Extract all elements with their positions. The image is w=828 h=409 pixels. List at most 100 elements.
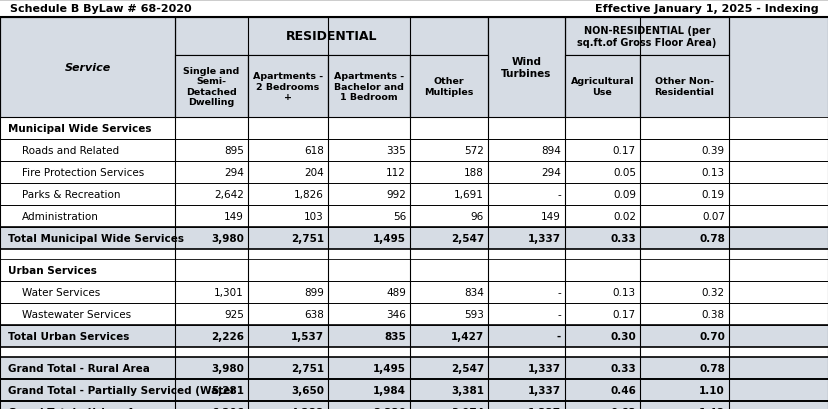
Text: 96: 96 (470, 211, 484, 221)
Text: 3,381: 3,381 (450, 385, 484, 395)
Text: 4,288: 4,288 (291, 407, 324, 409)
Text: 1,301: 1,301 (214, 287, 243, 297)
Bar (0, 118, 828, 139)
Bar (0, 259, 828, 281)
Bar (0, 325, 828, 347)
Text: 0.32: 0.32 (701, 287, 724, 297)
Text: 0.17: 0.17 (612, 309, 635, 319)
Text: NON-RESIDENTIAL (per
sq.ft.of Gross Floor Area): NON-RESIDENTIAL (per sq.ft.of Gross Floo… (576, 26, 716, 48)
Text: 0.13: 0.13 (612, 287, 635, 297)
Text: 1,337: 1,337 (527, 385, 561, 395)
Bar (565, 18, 728, 56)
Text: 2,642: 2,642 (214, 189, 243, 200)
Text: 0.17: 0.17 (612, 146, 635, 155)
Text: Water Services: Water Services (22, 287, 100, 297)
Text: 925: 925 (224, 309, 243, 319)
Text: -: - (556, 331, 561, 341)
Text: 2,751: 2,751 (291, 363, 324, 373)
Text: 56: 56 (392, 211, 406, 221)
Bar (565, 56, 639, 118)
Bar (0, 347, 828, 357)
Text: 572: 572 (464, 146, 484, 155)
Text: 899: 899 (304, 287, 324, 297)
Text: 0.39: 0.39 (701, 146, 724, 155)
Bar (0, 184, 828, 205)
Text: Service: Service (65, 63, 110, 73)
Text: 1,984: 1,984 (373, 385, 406, 395)
Text: 835: 835 (384, 331, 406, 341)
Text: 1,537: 1,537 (291, 331, 324, 341)
Text: 638: 638 (304, 309, 324, 319)
Text: 3,980: 3,980 (211, 363, 243, 373)
Text: 2,751: 2,751 (291, 234, 324, 243)
Text: 618: 618 (304, 146, 324, 155)
Text: 895: 895 (224, 146, 243, 155)
Text: 0.78: 0.78 (698, 363, 724, 373)
Text: 346: 346 (386, 309, 406, 319)
Bar (0, 357, 828, 379)
Bar (0, 139, 828, 162)
Bar (0, 303, 828, 325)
Text: 1.48: 1.48 (698, 407, 724, 409)
Text: Grand Total - Partially Serviced (Water: Grand Total - Partially Serviced (Water (8, 385, 235, 395)
Text: 1,337: 1,337 (527, 234, 561, 243)
Text: 3,650: 3,650 (291, 385, 324, 395)
Text: 1,337: 1,337 (527, 363, 561, 373)
Text: Apartments -
Bachelor and
1 Bedroom: Apartments - Bachelor and 1 Bedroom (334, 72, 403, 102)
Text: -: - (556, 287, 561, 297)
Text: 1,495: 1,495 (373, 363, 406, 373)
Text: Other Non-
Residential: Other Non- Residential (654, 77, 714, 97)
Text: 0.05: 0.05 (612, 168, 635, 178)
Text: -: - (556, 189, 561, 200)
Text: 294: 294 (541, 168, 561, 178)
Bar (0, 162, 828, 184)
Text: 3,980: 3,980 (211, 234, 243, 243)
Bar (0, 18, 175, 118)
Text: 0.46: 0.46 (609, 385, 635, 395)
Text: Roads and Related: Roads and Related (22, 146, 119, 155)
Text: 0.13: 0.13 (701, 168, 724, 178)
Text: 1,495: 1,495 (373, 234, 406, 243)
Text: 2,226: 2,226 (211, 331, 243, 341)
Text: -: - (556, 309, 561, 319)
Text: 0.38: 0.38 (701, 309, 724, 319)
Text: 489: 489 (386, 287, 406, 297)
Text: 834: 834 (464, 287, 484, 297)
Text: 0.02: 0.02 (612, 211, 635, 221)
Text: 1,427: 1,427 (450, 331, 484, 341)
Bar (0, 0, 828, 18)
Text: Grand Total - Urban Area: Grand Total - Urban Area (8, 407, 154, 409)
Text: Grand Total - Rural Area: Grand Total - Rural Area (8, 363, 150, 373)
Bar (248, 56, 328, 118)
Text: 0.33: 0.33 (609, 234, 635, 243)
Text: Schedule B ByLaw # 68-2020: Schedule B ByLaw # 68-2020 (10, 4, 191, 14)
Bar (0, 205, 828, 227)
Bar (175, 18, 488, 56)
Bar (0, 227, 828, 249)
Bar (0, 379, 828, 401)
Text: 149: 149 (224, 211, 243, 221)
Text: 149: 149 (541, 211, 561, 221)
Bar (639, 56, 728, 118)
Text: 0.09: 0.09 (612, 189, 635, 200)
Text: Single and
Semi-
Detached
Dwelling: Single and Semi- Detached Dwelling (183, 67, 239, 107)
Text: 1,826: 1,826 (294, 189, 324, 200)
Text: 1,691: 1,691 (454, 189, 484, 200)
Text: Total Urban Services: Total Urban Services (8, 331, 129, 341)
Text: 1.10: 1.10 (698, 385, 724, 395)
Text: 2,547: 2,547 (450, 363, 484, 373)
Text: Municipal Wide Services: Municipal Wide Services (8, 124, 152, 134)
Text: 0.33: 0.33 (609, 363, 635, 373)
Text: 992: 992 (386, 189, 406, 200)
Text: 3,974: 3,974 (450, 407, 484, 409)
Bar (0, 281, 828, 303)
Text: 0.63: 0.63 (609, 407, 635, 409)
Text: 204: 204 (304, 168, 324, 178)
Text: 335: 335 (386, 146, 406, 155)
Text: Administration: Administration (22, 211, 99, 221)
Text: 0.30: 0.30 (609, 331, 635, 341)
Text: Total Municipal Wide Services: Total Municipal Wide Services (8, 234, 184, 243)
Bar (0, 401, 828, 409)
Text: Wastewater Services: Wastewater Services (22, 309, 131, 319)
Text: 188: 188 (464, 168, 484, 178)
